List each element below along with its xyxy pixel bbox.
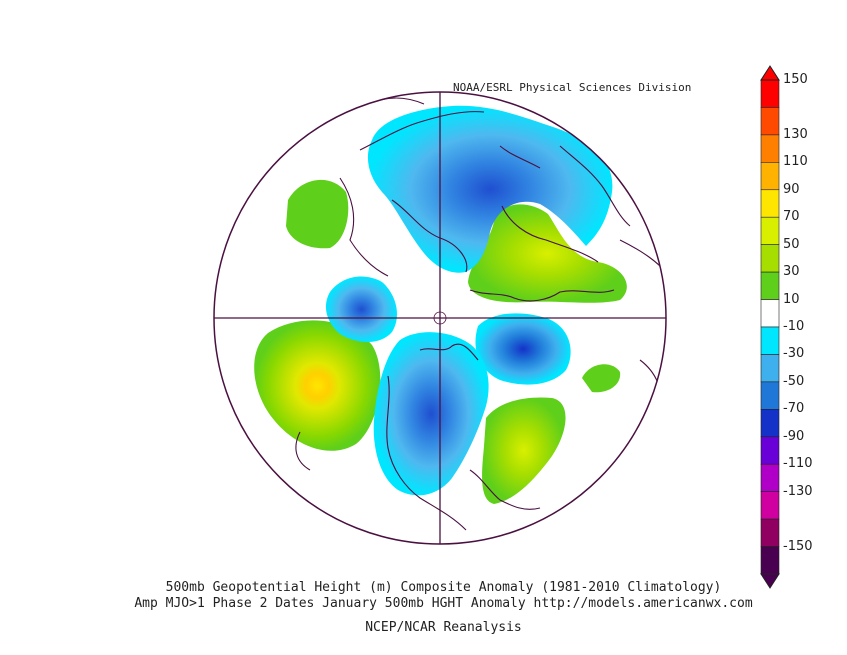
legend-swatch xyxy=(760,463,780,492)
europe-positive-anomaly xyxy=(468,204,627,303)
legend-tick-label: 90 xyxy=(783,181,800,197)
pacific-positive-anomaly xyxy=(254,320,381,451)
anomaly-fields xyxy=(254,105,627,504)
legend-tick-label: -70 xyxy=(783,401,805,417)
legend-swatch xyxy=(760,79,780,108)
arctic-canada-negative-anomaly xyxy=(325,276,397,342)
legend-tick-label: 110 xyxy=(783,154,808,170)
legend-swatch xyxy=(760,216,780,245)
legend-tick-label: -10 xyxy=(783,319,805,334)
legend-swatch xyxy=(760,491,780,520)
legend-tick-label: -130 xyxy=(783,483,813,499)
legend-swatch xyxy=(760,299,780,328)
legend-swatch xyxy=(760,546,780,575)
legend-tick-label: 150 xyxy=(783,72,808,87)
caption-subtitle: Amp MJO>1 Phase 2 Dates January 500mb HG… xyxy=(134,596,753,611)
caption-title: 500mb Geopotential Height (m) Composite … xyxy=(165,580,722,595)
legend-swatch xyxy=(760,326,780,355)
legend-tick-label: -150 xyxy=(783,538,813,554)
legend-tick-label: -50 xyxy=(783,373,805,389)
legend-swatch xyxy=(760,162,780,191)
siberia-negative-anomaly xyxy=(367,105,613,273)
legend-tick-label: -30 xyxy=(783,346,805,362)
legend-swatch xyxy=(760,436,780,465)
legend-swatch xyxy=(760,107,780,136)
legend-swatch xyxy=(760,409,780,438)
legend-swatch xyxy=(760,354,780,383)
coastlines xyxy=(295,97,666,531)
atlantic-small-positive-anomaly xyxy=(582,364,621,393)
legend-swatch xyxy=(760,381,780,410)
legend-tick-label: 50 xyxy=(783,236,800,252)
legend-tick-label: 130 xyxy=(783,126,808,142)
legend-tick-label: 70 xyxy=(783,209,800,225)
legend-tick-label: 30 xyxy=(783,264,800,280)
credit-label: NOAA/ESRL Physical Sciences Division xyxy=(453,81,692,94)
pole-ring xyxy=(433,311,447,325)
legend-arrow-bottom xyxy=(760,573,780,589)
legend-swatch xyxy=(760,518,780,547)
legend-tick-label: 10 xyxy=(783,291,800,307)
alaska-positive-anomaly xyxy=(286,179,349,249)
legend-tick-label: -110 xyxy=(783,456,813,472)
legend-swatch xyxy=(760,271,780,300)
greenland-negative-anomaly xyxy=(475,313,571,385)
legend-tick-label: -90 xyxy=(783,428,805,444)
legend-swatch xyxy=(760,244,780,273)
eastern-na-positive-anomaly xyxy=(482,397,566,504)
legend-swatch xyxy=(760,134,780,163)
western-canada-negative-anomaly xyxy=(373,332,489,496)
legend-arrow-top xyxy=(760,65,780,81)
legend-swatch xyxy=(760,189,780,218)
caption-source: NCEP/NCAR Reanalysis xyxy=(365,620,522,635)
